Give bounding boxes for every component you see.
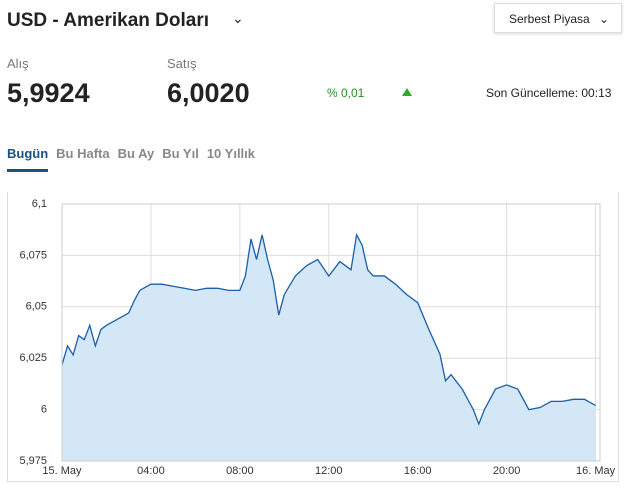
- market-select[interactable]: Serbest Piyasa ⌄: [494, 3, 622, 33]
- plot-border: [61, 203, 601, 462]
- tab[interactable]: Bu Yıl: [162, 146, 199, 161]
- line: [61, 232, 596, 426]
- tab[interactable]: 10 Yıllık: [206, 146, 256, 161]
- sell-label: Satış: [167, 56, 197, 71]
- y-tick-label: 5,975: [19, 455, 47, 467]
- title: USD - Amerikan Doları: [7, 10, 210, 31]
- y-tick-label: 6,025: [19, 352, 47, 364]
- tab[interactable]: Bu Hafta: [56, 146, 110, 161]
- y-tick-label: 6: [41, 404, 47, 416]
- x-tick-label: 16:00: [404, 465, 432, 477]
- sell-value: 6,0020: [167, 78, 250, 108]
- market-label: Serbest Piyasa: [509, 12, 590, 26]
- buy-value: 5,9924: [7, 78, 90, 108]
- y-tick-label: 6,075: [19, 249, 47, 261]
- change: % 0,01: [327, 86, 365, 100]
- y-tick-label: 6,1: [32, 198, 47, 210]
- tabs: Bugün Bu Hafta Bu Ay Bu Yıl 10 Yıllık: [7, 146, 263, 172]
- caret: ⌄: [598, 12, 609, 26]
- area: [62, 234, 596, 461]
- y-tick-label: 6,05: [26, 301, 47, 313]
- x-tick-label: 20:00: [493, 465, 521, 477]
- x-tick-label: 16. May: [576, 465, 616, 477]
- x-tick-label: 15. May: [42, 465, 82, 477]
- tab[interactable]: Bugün: [7, 146, 49, 172]
- updated: Son Güncelleme: 00:13: [486, 86, 612, 100]
- up-arrow: [402, 88, 412, 96]
- x-tick-label: 12:00: [315, 465, 343, 477]
- x-tick-label: 04:00: [137, 465, 165, 477]
- x-tick-label: 08:00: [226, 465, 254, 477]
- tab[interactable]: Bu Ay: [117, 146, 155, 161]
- buy-label: Alış: [7, 56, 29, 71]
- title-dropdown[interactable]: ⌄: [232, 10, 244, 26]
- chart-frame: [7, 192, 619, 482]
